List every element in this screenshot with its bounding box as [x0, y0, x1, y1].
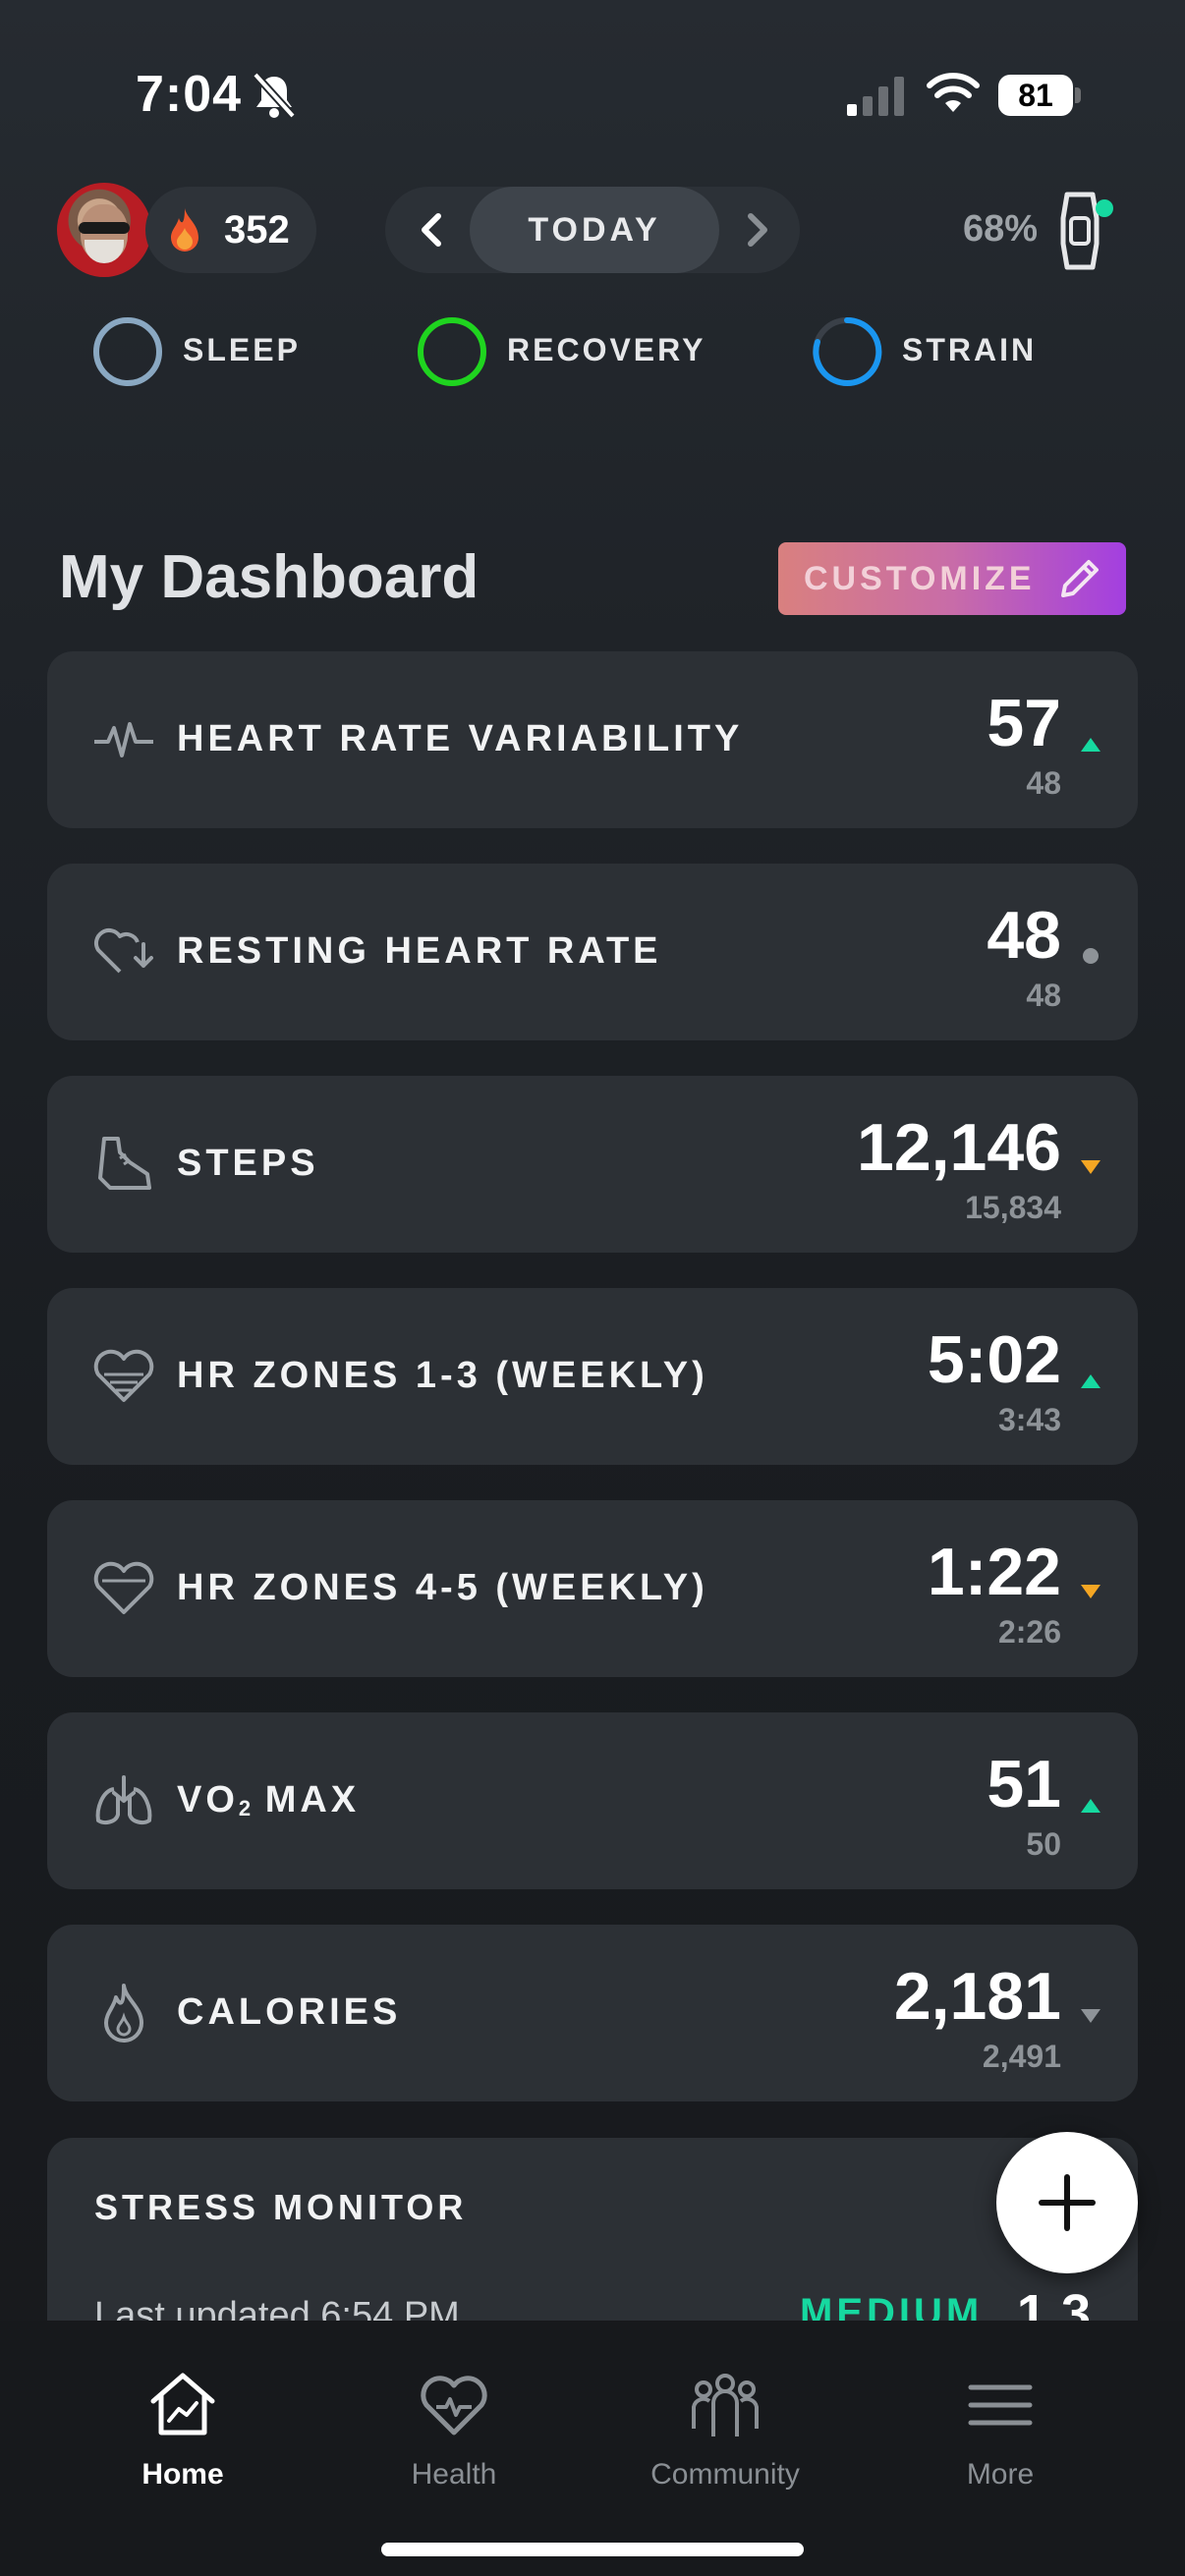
metric-card-hr-zones-1-3[interactable]: HR ZONES 1-3 (WEEKLY) 5:02 3:43 — [47, 1288, 1138, 1465]
trend-flat-icon — [1083, 948, 1099, 964]
metric-card-hr-zones-4-5[interactable]: HR ZONES 4-5 (WEEKLY) 1:22 2:26 — [47, 1500, 1138, 1677]
chevron-left-icon[interactable] — [403, 200, 462, 259]
strain-ring-icon — [813, 316, 882, 386]
metric-value: 51 — [987, 1747, 1061, 1821]
tab-recovery-label: RECOVERY — [507, 332, 706, 367]
metric-label: RESTING HEART RATE — [177, 930, 662, 972]
flame-icon — [171, 208, 198, 252]
score-tabs: SLEEP RECOVERY STRAIN — [0, 312, 1185, 391]
date-navigator: TODAY — [385, 187, 800, 273]
date-label[interactable]: TODAY — [470, 187, 719, 273]
trend-down-icon — [1081, 1160, 1100, 1174]
metric-label: HR ZONES 1-3 (WEEKLY) — [177, 1355, 708, 1396]
metric-value: 48 — [987, 898, 1061, 973]
trend-down-neutral-icon — [1081, 2009, 1100, 2023]
metric-card-calories[interactable]: CALORIES 2,181 2,491 — [47, 1925, 1138, 2101]
recovery-ring-icon — [418, 317, 486, 386]
page-title: My Dashboard — [59, 543, 480, 611]
wearable-band-icon[interactable] — [1053, 189, 1116, 273]
home-indicator — [381, 2543, 804, 2556]
metric-baseline: 48 — [1026, 978, 1061, 1013]
cell-signal-icon — [847, 77, 904, 116]
metric-baseline: 3:43 — [997, 1402, 1061, 1437]
trend-up-icon — [1081, 738, 1100, 752]
menu-icon — [968, 2384, 1033, 2426]
resting-heart-icon — [94, 928, 153, 974]
customize-label: CUSTOMIZE — [804, 560, 1036, 597]
heart-zones-high-icon — [93, 1561, 154, 1614]
metric-card-hrv[interactable]: HEART RATE VARIABILITY 57 48 — [47, 651, 1138, 828]
nav-health-label: Health — [411, 2458, 497, 2491]
metric-label: HEART RATE VARIABILITY — [177, 718, 744, 759]
metric-value: 12,146 — [857, 1110, 1061, 1185]
trend-up-icon — [1081, 1799, 1100, 1813]
nav-community-label: Community — [650, 2458, 800, 2491]
wifi-icon — [927, 73, 980, 112]
status-bar: 7:04 81 — [0, 0, 1185, 187]
status-time: 7:04 — [136, 66, 243, 123]
lungs-icon — [95, 1775, 152, 1824]
trend-up-icon — [1081, 1374, 1100, 1388]
streak-count: 352 — [224, 208, 290, 252]
pencil-icon — [1061, 560, 1099, 597]
metric-label: CALORIES — [177, 1991, 402, 2033]
nav-home[interactable]: Home — [85, 2370, 281, 2497]
device-battery: 68% — [963, 208, 1039, 250]
battery-indicator: 81 — [998, 75, 1081, 116]
add-button[interactable] — [996, 2132, 1138, 2273]
metric-baseline: 2,491 — [982, 2039, 1061, 2074]
chevron-right-icon[interactable] — [727, 200, 786, 259]
nav-health[interactable]: Health — [356, 2370, 552, 2497]
metric-baseline: 2:26 — [997, 1614, 1061, 1650]
plus-icon — [1039, 2174, 1096, 2231]
metric-baseline: 48 — [1026, 765, 1061, 801]
metric-card-vo2-max[interactable]: VO2 MAX 51 50 — [47, 1712, 1138, 1889]
battery-level: 81 — [998, 75, 1073, 116]
flame-outline-icon — [104, 1984, 143, 2043]
nav-home-label: Home — [141, 2458, 224, 2491]
metric-label: STEPS — [177, 1143, 319, 1184]
tab-strain-label: STRAIN — [902, 332, 1038, 367]
metric-baseline: 50 — [1026, 1826, 1061, 1862]
nav-community[interactable]: Community — [627, 2370, 823, 2497]
home-chart-icon — [150, 2373, 215, 2436]
sleep-ring-icon — [93, 317, 162, 386]
community-icon — [692, 2374, 759, 2436]
metric-value: 57 — [987, 686, 1061, 760]
shoe-icon — [98, 1137, 151, 1190]
tab-sleep-label: SLEEP — [183, 332, 301, 367]
nav-more[interactable]: More — [902, 2370, 1099, 2497]
metric-label: VO2 MAX — [177, 1779, 361, 1820]
heart-zones-low-icon — [93, 1349, 154, 1402]
streak-pill[interactable]: 352 — [145, 187, 316, 273]
battery-cap — [1075, 87, 1081, 103]
bottom-nav: Home Health Community — [0, 2321, 1185, 2576]
metric-label: HR ZONES 4-5 (WEEKLY) — [177, 1567, 708, 1608]
metric-value: 1:22 — [927, 1535, 1061, 1609]
stress-monitor-title: STRESS MONITOR — [94, 2187, 468, 2227]
bell-muted-icon — [253, 72, 296, 119]
metric-value: 5:02 — [927, 1322, 1061, 1397]
trend-down-icon — [1081, 1585, 1100, 1598]
metric-value: 2,181 — [893, 1959, 1061, 2034]
nav-more-label: More — [966, 2458, 1035, 2491]
heart-pulse-icon — [421, 2376, 487, 2436]
metric-card-resting-heart-rate[interactable]: RESTING HEART RATE 48 48 — [47, 864, 1138, 1040]
customize-button[interactable]: CUSTOMIZE — [778, 542, 1126, 615]
hrv-icon — [94, 722, 153, 757]
avatar[interactable] — [57, 183, 151, 277]
metric-card-steps[interactable]: STEPS 12,146 15,834 — [47, 1076, 1138, 1253]
metric-baseline: 15,834 — [965, 1190, 1061, 1225]
